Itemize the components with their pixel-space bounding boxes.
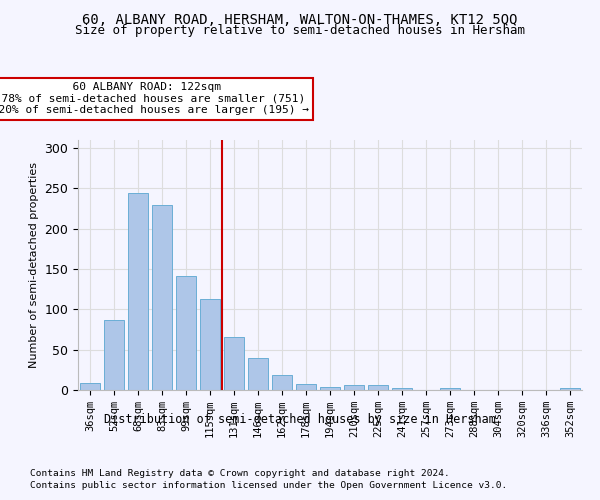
Bar <box>344 385 364 390</box>
Bar <box>200 299 220 390</box>
Bar <box>128 193 148 390</box>
Bar <box>440 388 460 390</box>
Bar <box>248 358 268 390</box>
Bar <box>296 384 316 390</box>
Bar <box>368 385 388 390</box>
Y-axis label: Number of semi-detached properties: Number of semi-detached properties <box>29 162 39 368</box>
Bar <box>80 382 100 390</box>
Bar <box>224 337 244 390</box>
Bar <box>104 320 124 390</box>
Bar <box>176 276 196 390</box>
Text: Contains HM Land Registry data © Crown copyright and database right 2024.: Contains HM Land Registry data © Crown c… <box>30 469 450 478</box>
Bar <box>392 388 412 390</box>
Bar <box>560 388 580 390</box>
Text: Contains public sector information licensed under the Open Government Licence v3: Contains public sector information licen… <box>30 481 507 490</box>
Text: 60, ALBANY ROAD, HERSHAM, WALTON-ON-THAMES, KT12 5QQ: 60, ALBANY ROAD, HERSHAM, WALTON-ON-THAM… <box>82 12 518 26</box>
Bar <box>272 374 292 390</box>
Text: Distribution of semi-detached houses by size in Hersham: Distribution of semi-detached houses by … <box>104 412 496 426</box>
Bar <box>152 204 172 390</box>
Text: Size of property relative to semi-detached houses in Hersham: Size of property relative to semi-detach… <box>75 24 525 37</box>
Bar <box>320 387 340 390</box>
Text: 60 ALBANY ROAD: 122sqm  
← 78% of semi-detached houses are smaller (751)
  20% o: 60 ALBANY ROAD: 122sqm ← 78% of semi-det… <box>0 82 309 116</box>
